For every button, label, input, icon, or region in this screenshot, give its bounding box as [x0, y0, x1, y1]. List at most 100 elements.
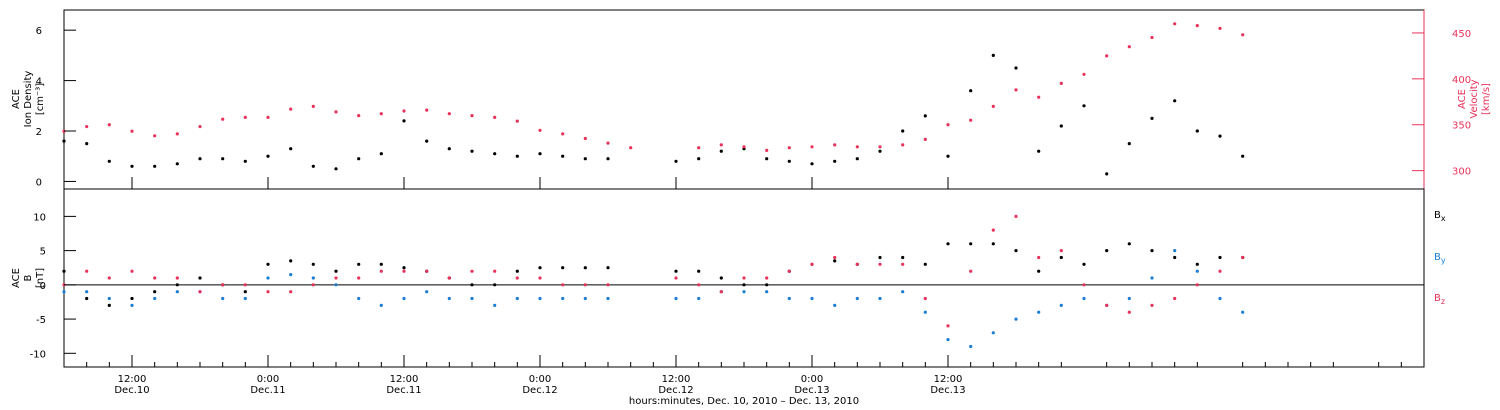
density-point [1105, 172, 1109, 176]
bz-point [1150, 303, 1154, 307]
bx-point [697, 269, 701, 273]
bz-point [606, 283, 610, 287]
velocity-tick-label: 350 [1452, 121, 1471, 132]
by-point [1195, 269, 1199, 273]
velocity-point [629, 146, 633, 150]
velocity-point [447, 112, 451, 116]
bz-point [515, 276, 519, 280]
by-point [311, 276, 315, 280]
bz-point [583, 283, 587, 287]
by-point [855, 296, 859, 301]
by-point [175, 290, 179, 294]
bz-point [1195, 283, 1199, 287]
by-point [379, 303, 383, 307]
bx-point [130, 296, 134, 301]
bx-point [923, 262, 927, 266]
velocity-point [1173, 22, 1177, 26]
by-point [1014, 317, 1018, 321]
bx-point [266, 262, 270, 266]
bz-point [311, 283, 315, 287]
velocity-point [402, 109, 406, 113]
velocity-point [1195, 24, 1199, 28]
density-point [243, 159, 247, 163]
density-point [1195, 129, 1199, 133]
velocity-point [606, 141, 610, 145]
bz-point [538, 276, 542, 280]
bz-point [697, 283, 701, 287]
velocity-point [1082, 72, 1086, 76]
bz-point [425, 269, 429, 273]
bz-point [1241, 255, 1245, 260]
b-tick-label: 0 [40, 281, 46, 292]
velocity-axis-label-line3: [km/s] [1481, 83, 1492, 115]
by-point [515, 296, 519, 301]
bx-point [742, 283, 746, 287]
bx-point [470, 283, 474, 287]
by-point [130, 303, 134, 307]
time-tick-label: 0:00 [529, 374, 551, 385]
bz-point [198, 290, 202, 294]
density-point [923, 114, 927, 118]
velocity-axis-ticks: 300 350 400 450 [1412, 10, 1471, 189]
velocity-point [742, 145, 746, 149]
by-point [266, 276, 270, 280]
b-axis-label-line1: ACE [11, 268, 22, 288]
density-point [357, 157, 361, 161]
density-tick-label: 4 [36, 77, 42, 88]
density-tick-label: 0 [36, 177, 42, 188]
velocity-point [833, 143, 837, 147]
density-point [447, 147, 451, 151]
velocity-point [221, 117, 225, 121]
bz-point [85, 269, 89, 273]
density-point [175, 162, 179, 166]
by-point [470, 296, 474, 301]
bz-point [243, 283, 247, 287]
bz-point [946, 324, 950, 328]
by-point [901, 290, 905, 294]
velocity-point [1218, 26, 1222, 30]
by-point [493, 303, 497, 307]
bz-point [1037, 255, 1041, 260]
bx-point [969, 242, 973, 246]
density-point [62, 139, 66, 143]
by-point [243, 296, 247, 301]
by-point [1173, 249, 1177, 253]
bx-point [107, 303, 111, 307]
velocity-point [334, 110, 338, 114]
velocity-point [719, 143, 723, 147]
velocity-point [697, 146, 701, 150]
bx-point [198, 276, 202, 280]
by-point [991, 331, 995, 335]
density-point [221, 157, 225, 161]
by-point [289, 273, 293, 277]
velocity-point [470, 114, 474, 118]
b-component-legend: Bx By Bz [1434, 210, 1446, 306]
by-point [357, 296, 361, 301]
bx-point [946, 242, 950, 246]
bz-point [107, 276, 111, 280]
velocity-axis-label-line1: ACE [1457, 89, 1468, 109]
b-axis-ticks: -10 -5 0 5 10 [30, 212, 76, 360]
bx-point [1218, 255, 1222, 260]
bx-point [85, 296, 89, 301]
legend-bz-subscript: z [1441, 297, 1445, 306]
bx-point [901, 255, 905, 260]
legend-by-subscript: y [1441, 256, 1446, 265]
bz-point [878, 262, 882, 266]
velocity-point [561, 132, 565, 136]
velocity-point [175, 132, 179, 136]
bx-point [606, 266, 610, 270]
velocity-point [1037, 95, 1041, 99]
time-tick-label: 12:00 [662, 374, 691, 385]
bx-point [1014, 249, 1018, 253]
by-point [447, 296, 451, 301]
density-point [107, 159, 111, 163]
density-point [153, 164, 157, 168]
by-point [1082, 296, 1086, 301]
legend-bx: Bx [1434, 210, 1446, 223]
by-point [1241, 310, 1245, 314]
by-point [402, 296, 406, 301]
density-point [334, 167, 338, 171]
